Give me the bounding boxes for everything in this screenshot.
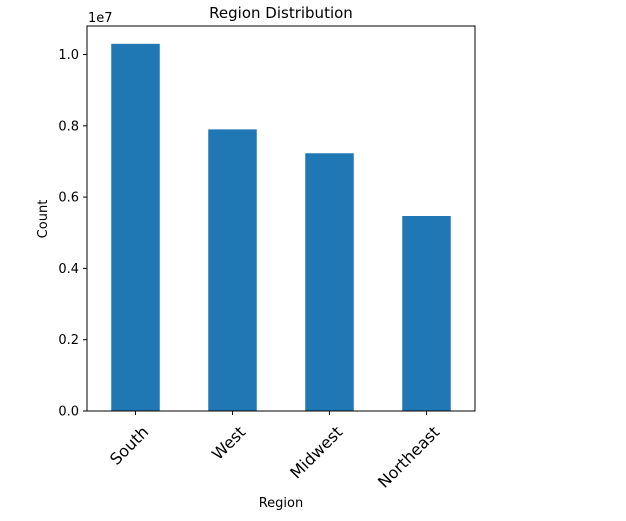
x-tick-label: West — [208, 422, 249, 463]
y-tick-label: 0.2 — [58, 333, 79, 348]
x-tick-label: Midwest — [286, 422, 346, 482]
y-axis-offset-label: 1e7 — [88, 11, 113, 26]
y-tick-label: 0.6 — [58, 191, 79, 206]
y-tick-label: 0.8 — [58, 119, 79, 134]
bar-south — [111, 43, 160, 412]
plot-frame — [86, 25, 476, 412]
x-tick-label: Northeast — [374, 422, 443, 491]
x-tick-label: South — [106, 422, 152, 468]
x-axis-ticks: South West Midwest Northeast — [106, 411, 443, 492]
y-axis-ticks: 0.0 0.2 0.4 0.6 0.8 1.0 — [58, 48, 87, 420]
y-axis-label: Count — [36, 200, 51, 239]
bar-west — [208, 129, 257, 411]
y-tick-label: 0.0 — [58, 405, 79, 420]
chart-title: Region Distribution — [209, 4, 353, 22]
y-tick-label: 1.0 — [58, 48, 79, 63]
bars — [111, 43, 451, 412]
bar-northeast — [402, 216, 451, 411]
x-axis-label: Region — [259, 496, 304, 511]
y-tick-label: 0.4 — [58, 262, 79, 277]
bar-midwest — [305, 153, 354, 411]
